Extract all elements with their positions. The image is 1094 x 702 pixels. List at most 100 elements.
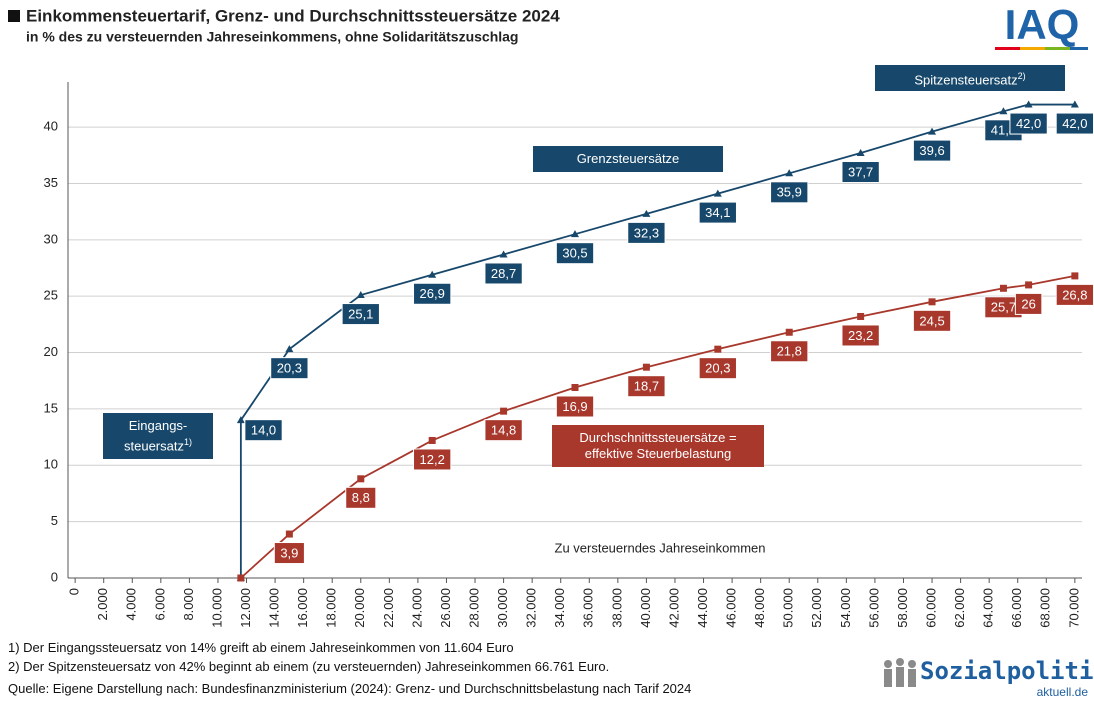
value-label-text: 35,9 bbox=[777, 185, 802, 200]
value-label-text: 23,2 bbox=[848, 328, 873, 343]
x-tick-label: 20.000 bbox=[352, 588, 367, 628]
sozialpolitik-logo: Sozialpolitik- bbox=[920, 657, 1094, 685]
value-label-box bbox=[770, 340, 809, 363]
value-label-box bbox=[1009, 112, 1048, 135]
value-label: 20,3 bbox=[270, 357, 309, 380]
x-tick-label: 56.000 bbox=[866, 588, 881, 628]
x-tick-label: 10.000 bbox=[209, 588, 224, 628]
x-tick-label: 42.000 bbox=[666, 588, 681, 628]
x-tick-label: 54.000 bbox=[838, 588, 853, 628]
x-tick-label: 70.000 bbox=[1066, 588, 1081, 628]
value-label: 42,0 bbox=[1009, 112, 1048, 135]
value-label-box bbox=[413, 448, 452, 471]
point bbox=[428, 436, 436, 444]
value-label-box bbox=[273, 542, 305, 565]
x-tick-label: 52.000 bbox=[809, 588, 824, 628]
value-label-box bbox=[345, 486, 377, 509]
point bbox=[285, 345, 294, 353]
y-tick-label: 0 bbox=[51, 569, 58, 584]
x-tick-label: 26.000 bbox=[438, 588, 453, 628]
x-tick-label: 60.000 bbox=[923, 588, 938, 628]
value-label: 30,5 bbox=[555, 242, 595, 265]
value-label: 16,9 bbox=[555, 395, 595, 418]
value-label-text: 25,1 bbox=[348, 306, 373, 321]
value-label-text: 20,3 bbox=[277, 361, 302, 376]
value-label: 39,6 bbox=[912, 139, 952, 162]
logo-stripe bbox=[1070, 47, 1088, 50]
people-icon bbox=[884, 658, 916, 687]
value-label-box bbox=[555, 395, 595, 418]
point bbox=[856, 149, 865, 157]
x-tick-label: 6.000 bbox=[152, 588, 167, 621]
value-label: 3,9 bbox=[273, 542, 305, 565]
logo-stripe bbox=[995, 47, 1020, 50]
value-label-box bbox=[841, 324, 880, 347]
value-label: 37,7 bbox=[841, 161, 880, 184]
logo-domain: aktuell.de bbox=[1037, 685, 1089, 699]
point bbox=[236, 416, 245, 424]
y-tick-label: 10 bbox=[44, 457, 58, 472]
logo-stripe bbox=[1020, 47, 1045, 50]
point bbox=[999, 107, 1008, 115]
value-label-box bbox=[484, 419, 523, 442]
value-label-box bbox=[555, 242, 595, 265]
value-label-box bbox=[484, 262, 523, 285]
point bbox=[928, 127, 937, 135]
point bbox=[500, 407, 508, 415]
point bbox=[713, 189, 722, 197]
x-tick-label: 58.000 bbox=[895, 588, 910, 628]
x-axis-label: Zu versteuerndes Jahreseinkommen bbox=[555, 540, 766, 555]
x-tick-label: 24.000 bbox=[409, 588, 424, 628]
value-label-text: 26 bbox=[1021, 296, 1035, 311]
x-tick-label: 38.000 bbox=[609, 588, 624, 628]
y-tick-label: 40 bbox=[44, 119, 58, 134]
value-label-text: 39,6 bbox=[919, 143, 944, 158]
point bbox=[571, 383, 579, 391]
x-tick-label: 2.000 bbox=[95, 588, 110, 621]
value-label-box bbox=[770, 181, 809, 204]
value-label: 23,2 bbox=[841, 324, 880, 347]
point bbox=[285, 530, 293, 538]
value-label-box bbox=[244, 419, 283, 442]
value-label: 26 bbox=[1014, 292, 1043, 315]
value-label-text: 37,7 bbox=[848, 164, 873, 179]
value-label: 25,7 bbox=[984, 296, 1023, 319]
x-tick-label: 28.000 bbox=[466, 588, 481, 628]
value-label-text: 34,1 bbox=[705, 205, 730, 220]
point bbox=[1070, 100, 1079, 108]
iaq-logo: IAQ bbox=[1005, 1, 1080, 48]
point bbox=[714, 345, 722, 353]
value-label-text: 30,5 bbox=[562, 246, 587, 261]
y-tick-label: 20 bbox=[44, 344, 58, 359]
value-label-box bbox=[627, 221, 666, 244]
x-tick-label: 50.000 bbox=[781, 588, 796, 628]
value-label: 14,8 bbox=[484, 419, 523, 442]
point bbox=[1025, 281, 1033, 289]
point bbox=[237, 574, 245, 582]
point bbox=[499, 250, 508, 258]
value-label-text: 26,8 bbox=[1062, 287, 1087, 302]
y-tick-label: 15 bbox=[44, 400, 58, 415]
point bbox=[642, 363, 650, 371]
point bbox=[999, 284, 1007, 292]
series-label: Grenzsteuersätze bbox=[533, 146, 723, 172]
point bbox=[642, 209, 651, 217]
value-label-text: 3,9 bbox=[280, 545, 298, 560]
x-tick-label: 66.000 bbox=[1009, 588, 1024, 628]
x-tick-label: 36.000 bbox=[581, 588, 596, 628]
value-label-text: 20,3 bbox=[705, 361, 730, 376]
value-label: 12,2 bbox=[413, 448, 452, 471]
x-tick-label: 30.000 bbox=[495, 588, 510, 628]
point bbox=[857, 312, 865, 320]
x-tick-label: 12.000 bbox=[238, 588, 253, 628]
value-label-text: 42,0 bbox=[1016, 116, 1041, 131]
annotation-note: 1) bbox=[183, 436, 192, 447]
x-tick-label: 46.000 bbox=[724, 588, 739, 628]
x-tick-label: 18.000 bbox=[324, 588, 339, 628]
value-label: 26,8 bbox=[1055, 283, 1094, 306]
value-label-text: 28,7 bbox=[491, 266, 516, 281]
value-label-box bbox=[698, 201, 737, 224]
value-label: 32,3 bbox=[627, 221, 666, 244]
x-tick-label: 68.000 bbox=[1038, 588, 1053, 628]
